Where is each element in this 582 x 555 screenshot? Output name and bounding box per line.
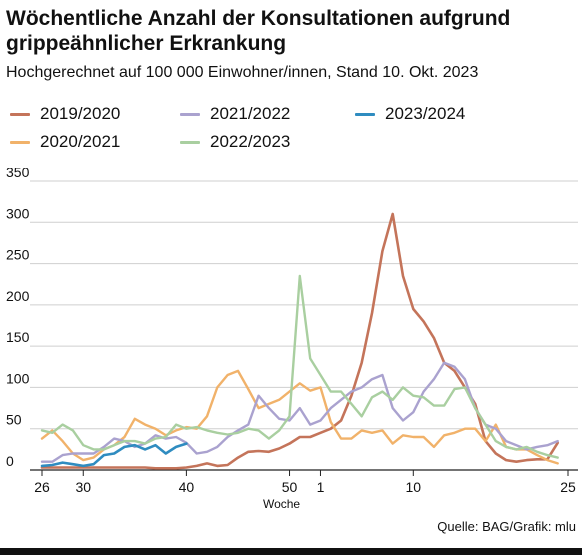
line-chart: 0 50 100 150 200 250 300 350 26 30 40 50 1 10 25 Woche [6, 168, 578, 511]
y-tick-label: 100 [6, 370, 30, 386]
y-tick-label: 150 [6, 329, 30, 345]
legend-item: 2021/2022 [180, 103, 290, 125]
y-tick-label: 50 [6, 412, 22, 428]
chart-subtitle: Hochgerechnet auf 100 000 Einwohner/inne… [6, 64, 479, 81]
series-line [40, 212, 560, 470]
x-tick-label: 26 [34, 479, 50, 495]
legend-label: 2020/2021 [40, 132, 121, 151]
bottom-rule [0, 548, 582, 555]
legend-swatch [355, 112, 375, 116]
legend-label: 2019/2020 [40, 104, 121, 123]
x-tick-label: 25 [560, 479, 576, 495]
y-tick-label: 250 [6, 247, 30, 263]
source-credit: Quelle: BAG/Grafik: mlu [437, 519, 576, 534]
y-tick-label: 200 [6, 288, 30, 304]
legend-item: 2020/2021 [10, 131, 120, 153]
x-tick-label: 10 [406, 479, 422, 495]
series-line [40, 369, 559, 465]
x-axis-label: Woche [263, 497, 300, 511]
chart-title: Wöchentliche Anzahl der Konsultationen a… [6, 7, 511, 55]
legend-swatch [180, 112, 200, 116]
legend-label: 2023/2024 [385, 104, 466, 123]
legend-swatch [180, 140, 200, 144]
series-line [40, 442, 188, 468]
legend-label: 2022/2023 [210, 132, 291, 151]
y-tick-label: 0 [6, 453, 14, 469]
legend-item: 2022/2023 [180, 131, 290, 153]
y-tick-label: 350 [6, 168, 30, 180]
x-tick-label: 40 [179, 479, 195, 495]
x-tick-label: 50 [282, 479, 298, 495]
x-tick-label: 1 [317, 479, 325, 495]
x-tick-label: 30 [75, 479, 91, 495]
legend-swatch [10, 140, 30, 144]
series-line [40, 361, 559, 463]
legend-item: 2023/2024 [355, 103, 465, 125]
legend-label: 2021/2022 [210, 104, 291, 123]
y-tick-label: 300 [6, 205, 30, 221]
series-line [40, 274, 559, 459]
legend-item: 2019/2020 [10, 103, 120, 125]
legend-swatch [10, 112, 30, 116]
